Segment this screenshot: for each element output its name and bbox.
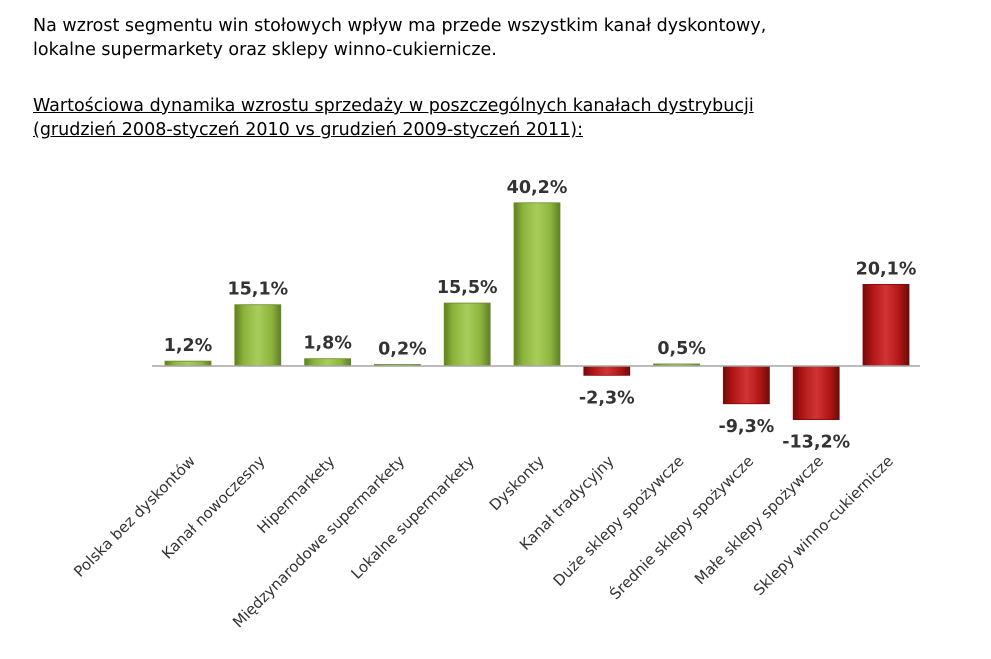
bar [862,283,910,367]
category-label: Polska bez dyskontów [70,452,199,581]
data-label: -2,3% [579,388,635,408]
category-label: Średnie sklepy spożywcze [605,451,757,603]
data-label: 1,2% [164,336,213,356]
intro-text: Na wzrost segmentu win stołowych wpływ m… [33,14,933,62]
intro-line-2: lokalne supermarkety oraz sklepy winno-c… [33,40,497,60]
bar [583,365,631,376]
category-label: Małe sklepy spożywcze [691,452,827,588]
bar [513,202,561,367]
data-label: 20,1% [856,259,917,279]
category-label: Sklepy winno-cukiernicze [750,452,897,599]
intro-line-1: Na wzrost segmentu win stołowych wpływ m… [33,16,767,36]
category-label: Duże sklepy spożywcze [550,452,688,590]
category-label: Lokalne supermarkety [347,452,478,583]
bar [792,365,840,420]
subtitle-line-1: Wartościowa dynamika wzrostu sprzedaży w… [33,96,754,116]
data-label: 0,5% [657,339,706,359]
bar [304,358,352,367]
data-label: 15,1% [227,280,288,300]
bar [234,304,282,367]
data-label: 1,8% [303,334,352,354]
bar [443,302,491,367]
data-label: 40,2% [507,178,568,198]
category-label: Dyskonty [486,452,548,514]
value-labels-group: 1,2% 15,1% 1,8% 0,2% 15,5% 40,2% -2,3% 0,5% -9,3… [164,178,917,453]
data-label: 15,5% [437,278,498,298]
data-label: -9,3% [718,417,774,437]
bar [723,365,770,405]
chart-subtitle: Wartościowa dynamika wzrostu sprzedaży w… [33,94,933,142]
bars-group [164,202,910,420]
data-label: -13,2% [782,433,850,453]
subtitle-line-2: (grudzień 2008-styczeń 2010 vs grudzień … [33,120,583,140]
data-label: 0,2% [378,340,427,360]
